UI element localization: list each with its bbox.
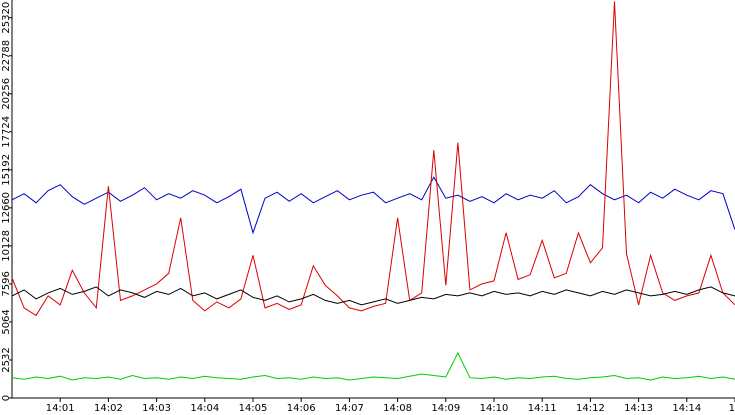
x-tick-label: 14:06: [287, 403, 316, 414]
x-tick-label: 14:05: [239, 403, 268, 414]
x-tick-label: 14:10: [480, 403, 509, 414]
x-tick-label: 14:07: [335, 403, 364, 414]
x-tick-label: 14:14: [672, 403, 701, 414]
x-tick-label: 14:03: [142, 403, 171, 414]
y-tick-label: 20256: [1, 78, 12, 110]
x-tick-label: 14:12: [576, 403, 605, 414]
x-tick-label: 14:02: [94, 403, 123, 414]
x-tick-label: 14:09: [431, 403, 460, 414]
x-tick-label: 14:11: [528, 403, 557, 414]
x-tick-label: 14:13: [624, 403, 653, 414]
series-line: [11, 351, 735, 381]
y-tick-label: 22788: [1, 40, 12, 72]
x-tick-label: 14:01: [46, 403, 75, 414]
y-tick-label: 7596: [1, 271, 12, 296]
series-line: [11, 176, 735, 235]
y-tick-label: 25320: [1, 2, 12, 34]
x-tick-label: 14:04: [190, 403, 219, 414]
y-tick-label: 12660: [1, 192, 12, 224]
y-tick-label: 15192: [1, 154, 12, 186]
series-line: [11, 286, 735, 306]
y-tick-label: 2532: [1, 347, 12, 372]
y-tick-label: 17724: [1, 116, 12, 148]
y-tick-label: 5064: [1, 309, 12, 334]
series-line: [11, 1, 735, 317]
x-tick-label: 14:08: [383, 403, 412, 414]
y-tick-label: 0: [1, 395, 12, 401]
x-tick-label: 14: [729, 403, 735, 414]
y-tick-label: 10128: [1, 230, 12, 262]
